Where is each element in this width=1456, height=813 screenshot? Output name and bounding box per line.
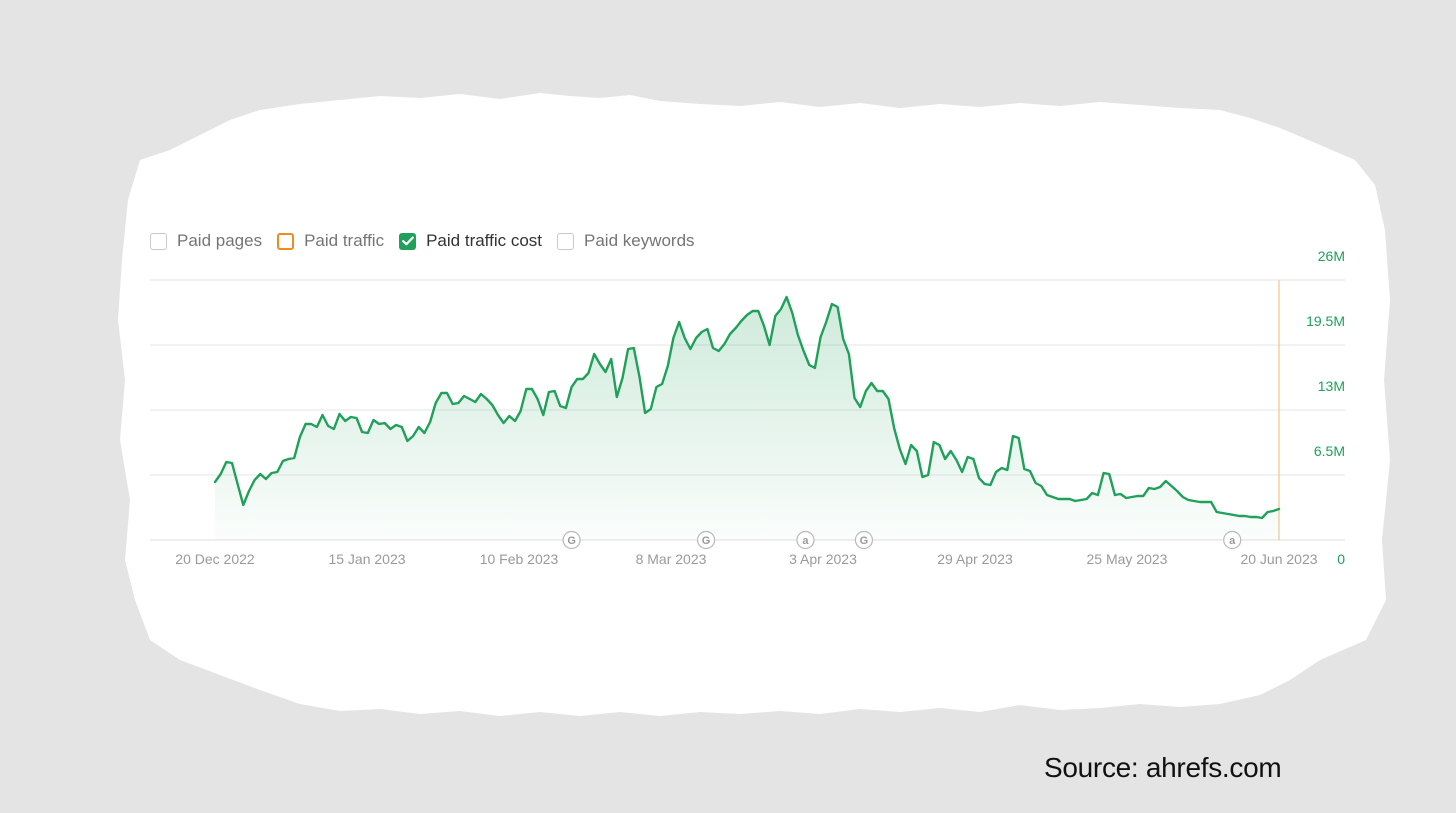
legend-label-paid-keywords: Paid keywords [584,231,695,250]
annotation-label: G [567,535,576,547]
google-update-icon[interactable]: G [696,530,716,550]
legend-label-paid-pages: Paid pages [177,231,263,250]
source-caption: Source: ahrefs.com [1044,752,1282,783]
x-tick-label: 25 May 2023 [1087,551,1168,567]
annotation-marker[interactable] [1223,530,1242,550]
series-area-fill [215,297,1279,540]
x-tick-label: 10 Feb 2023 [480,551,559,567]
y-tick-label: 13M [1318,378,1345,394]
legend-label-paid-traffic: Paid traffic [304,231,385,250]
x-tick-label: 20 Jun 2023 [1240,551,1317,567]
series-line-paid-traffic-cost [213,295,1281,520]
annotation-marker[interactable] [854,530,874,550]
legend: Paid pages Paid traffic Paid traffic cos… [150,229,710,253]
annotation-marker[interactable] [696,530,716,550]
annotation-label: a [1229,535,1236,547]
checkbox-paid-traffic[interactable] [277,232,295,250]
checkmark-icon [401,236,414,246]
legend-item-paid-traffic[interactable]: Paid traffic [277,231,384,251]
legend-item-paid-traffic-cost[interactable]: Paid traffic cost [399,231,542,251]
annotation-label: a [802,535,809,547]
x-tick-label: 20 Dec 2022 [175,551,255,567]
checkbox-paid-traffic-cost[interactable] [399,232,417,250]
x-tick-label: 29 Apr 2023 [937,551,1013,567]
y-tick-label: 0 [1337,551,1345,567]
y-tick-label: 26M [1318,248,1345,264]
checkbox-paid-keywords[interactable] [557,232,574,250]
x-tick-label: 8 Mar 2023 [636,551,707,567]
google-update-icon[interactable]: G [854,530,874,550]
area-layer [213,295,1281,540]
checkbox-paid-pages[interactable] [150,232,167,250]
legend-item-paid-pages[interactable]: Paid pages [150,231,262,251]
google-update-icon[interactable]: G [562,530,581,550]
legend-item-paid-keywords[interactable]: Paid keywords [557,231,695,251]
annotation-marker[interactable] [796,530,815,550]
y-tick-label: 19.5M [1306,313,1345,329]
legend-label-paid-traffic-cost: Paid traffic cost [426,231,542,250]
ahrefs-update-icon[interactable]: a [796,530,815,550]
y-axis-ticks: 26M 19.5M 13M 6.5M 0 [1306,248,1345,567]
x-tick-label: 15 Jan 2023 [328,551,405,567]
x-axis-ticks: 20 Dec 2022 15 Jan 2023 10 Feb 2023 8 Mar 2… [175,551,1317,567]
ahrefs-update-icon[interactable]: a [1223,530,1242,550]
y-tick-label: 6.5M [1314,443,1345,459]
annotation-label: G [860,535,869,547]
annotation-label: G [702,535,711,547]
x-tick-label: 3 Apr 2023 [789,551,857,567]
annotation-marker[interactable] [562,530,581,550]
